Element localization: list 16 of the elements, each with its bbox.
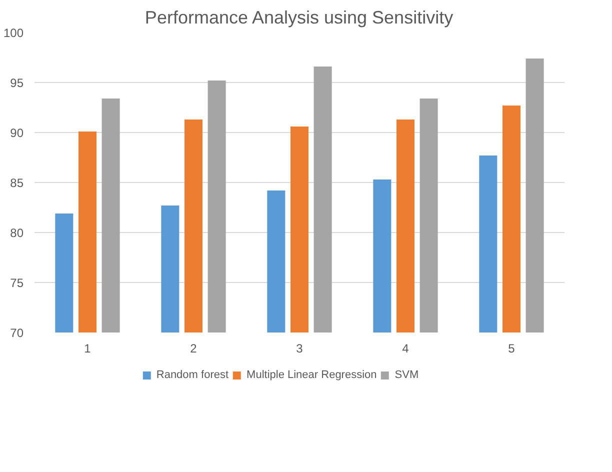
x-tick-label: 4: [402, 342, 410, 356]
y-tick-label: 95: [10, 76, 24, 90]
y-tick-label: 90: [10, 126, 24, 140]
y-tick-label: 80: [10, 226, 24, 240]
chart-title: Performance Analysis using Sensitivity: [144, 8, 454, 28]
y-tick-label: 85: [10, 176, 24, 190]
legend-label: Multiple Linear Regression: [246, 369, 377, 381]
x-tick-label: 1: [84, 342, 92, 356]
y-tick-label: 70: [10, 326, 24, 340]
legend-label: Random forest: [156, 369, 229, 381]
y-tick-label: 75: [10, 276, 24, 290]
x-tick-label: 3: [296, 342, 304, 356]
legend-label: SVM: [394, 369, 419, 381]
x-tick-label: 5: [508, 342, 516, 356]
y-tick-label: 100: [3, 26, 24, 40]
x-tick-label: 2: [190, 342, 198, 356]
